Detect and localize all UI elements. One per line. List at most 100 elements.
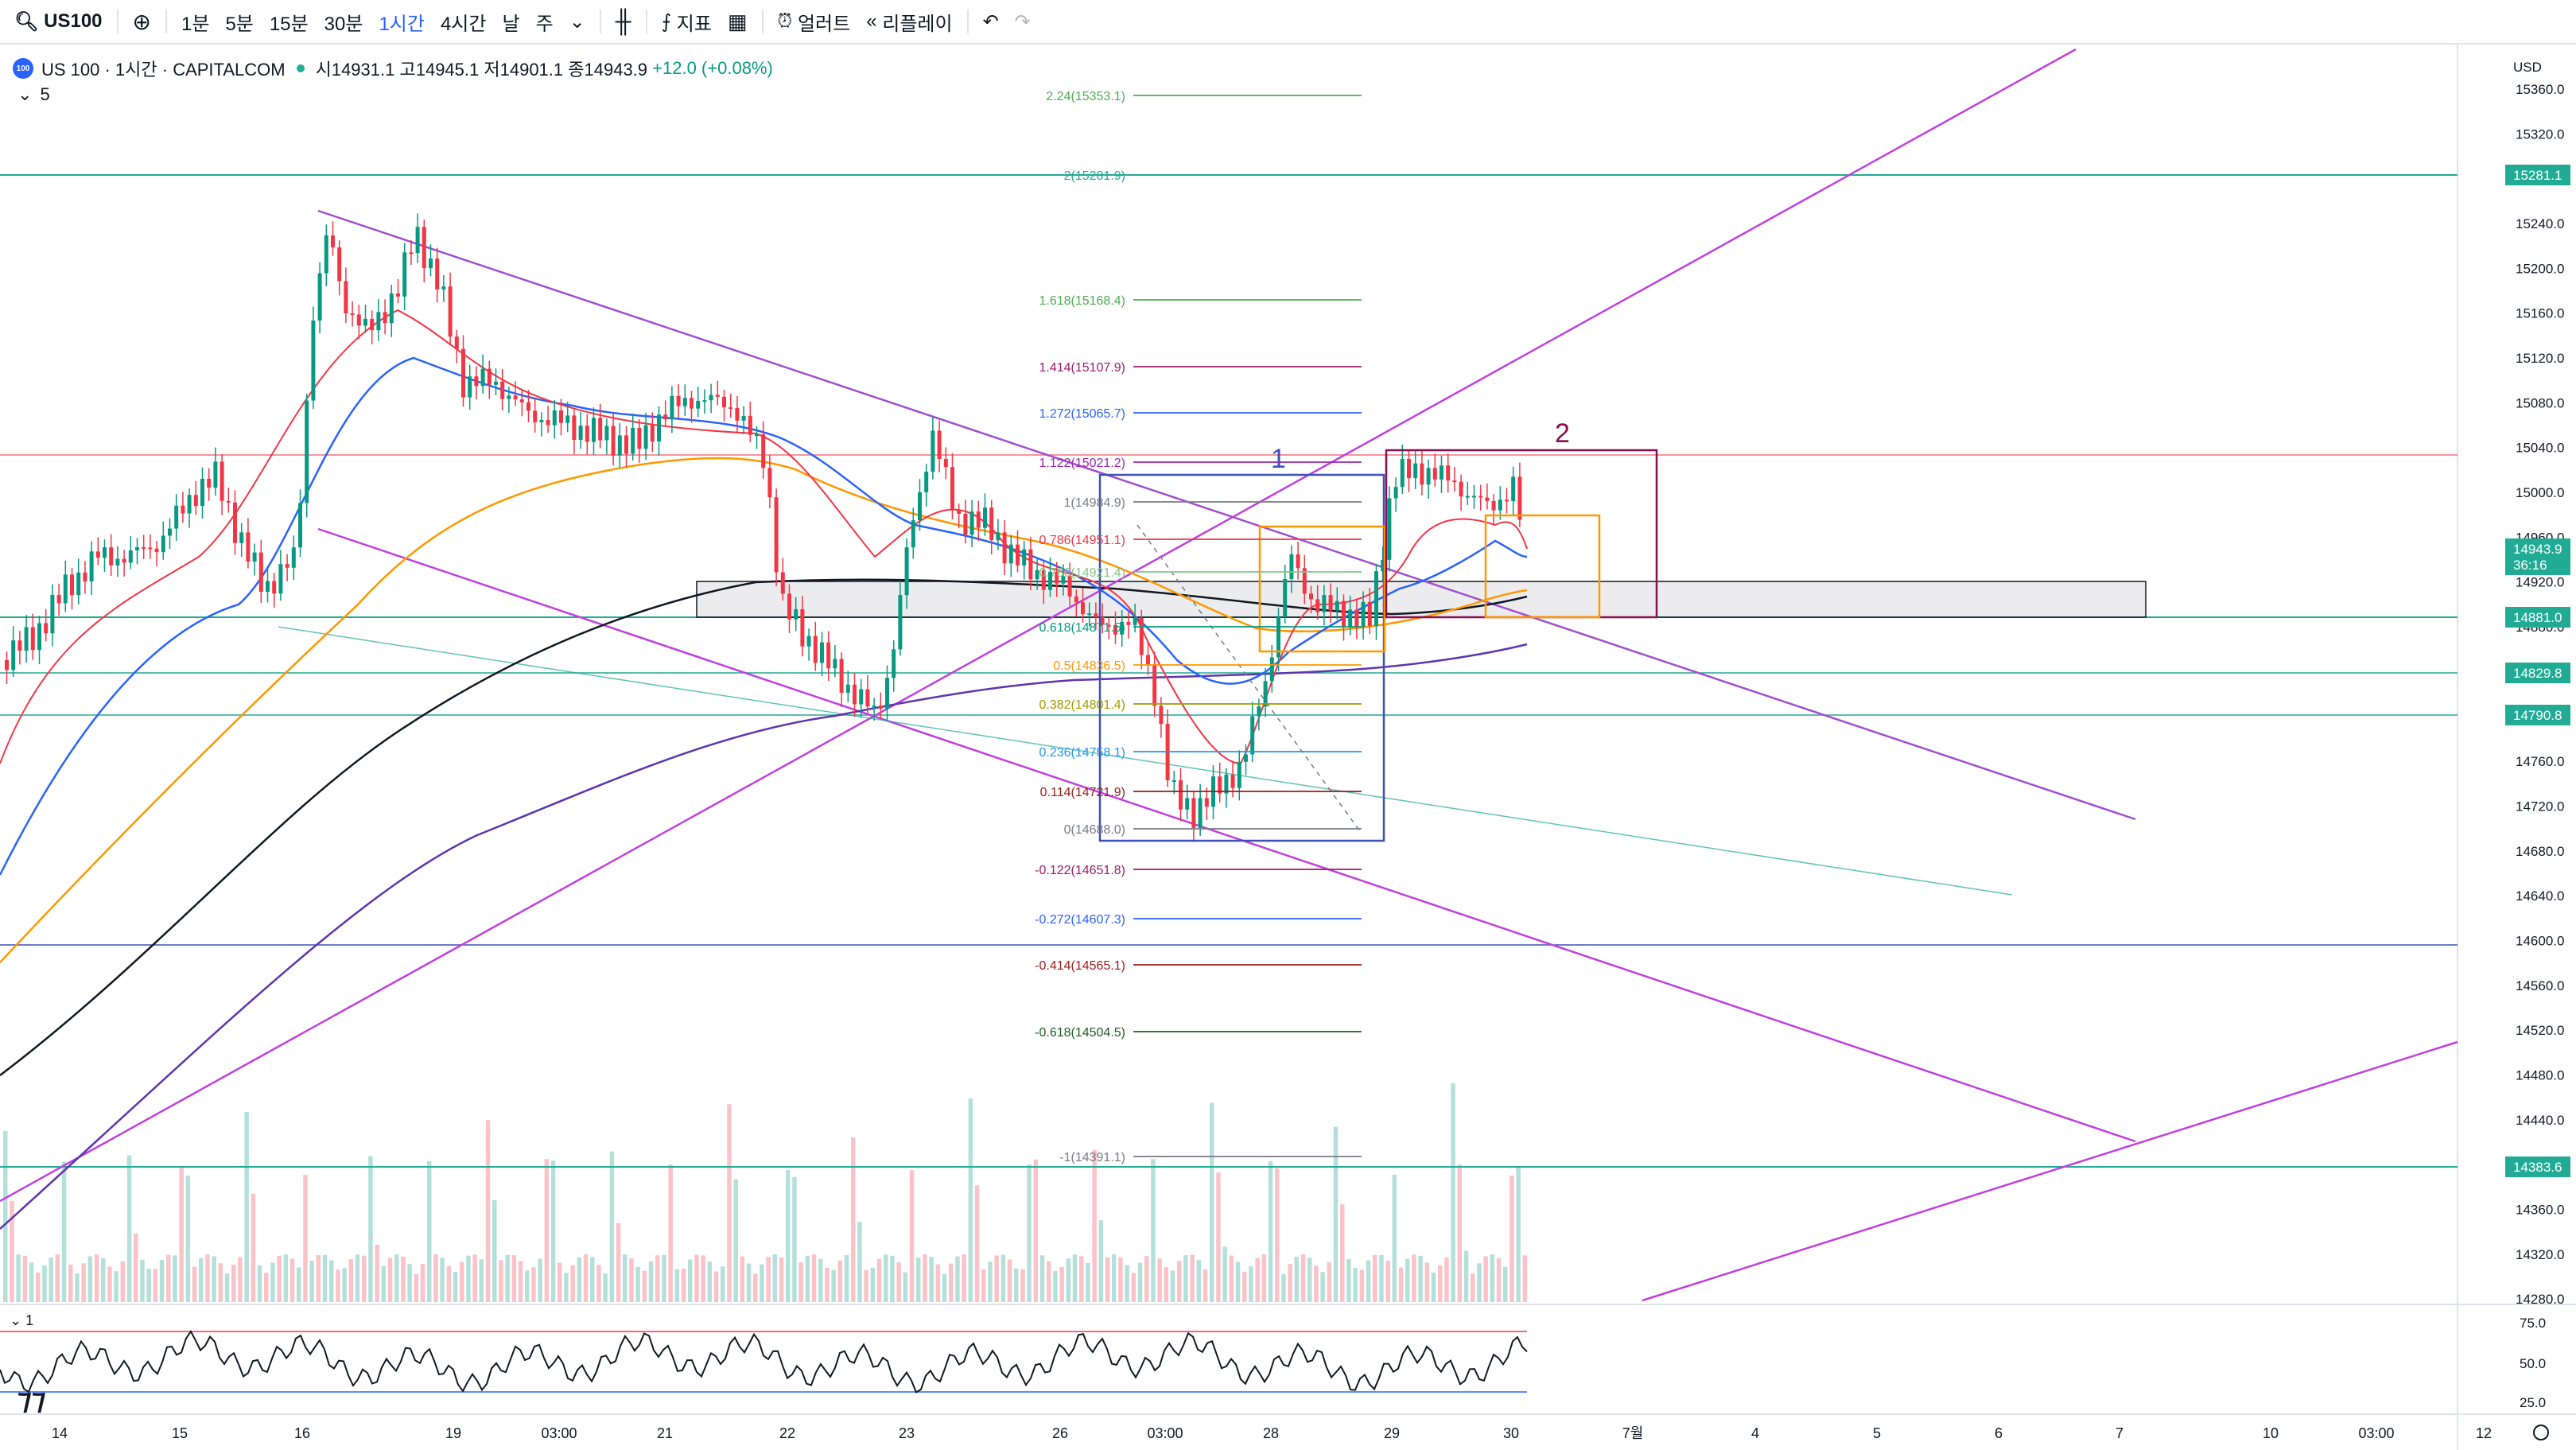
volume-bar (753, 1273, 758, 1302)
volume-bar (1385, 1261, 1390, 1302)
redo-button[interactable]: ↷ (1007, 0, 1039, 43)
volume-bar (316, 1255, 321, 1302)
candle-body (83, 572, 87, 582)
candle-body (181, 505, 185, 514)
volume-bar (499, 1260, 503, 1302)
trendline-up-main[interactable] (0, 48, 2077, 1203)
volume-bar (518, 1261, 523, 1302)
candle-body (207, 478, 212, 488)
compare-button[interactable]: ⊕ (125, 0, 159, 43)
candle-body (1302, 568, 1307, 594)
interval-1m[interactable]: 1분 (181, 13, 210, 35)
interval-15m[interactable]: 15분 (269, 13, 309, 35)
volume-bar (903, 1272, 908, 1302)
templates-button[interactable]: ▦ (720, 0, 756, 43)
interval-day[interactable]: 날 (502, 13, 520, 35)
interval-week[interactable]: 주 (535, 13, 554, 35)
candle-body (885, 678, 889, 709)
candle-body (174, 505, 179, 529)
orange-box-1[interactable] (1258, 525, 1386, 653)
volume-bar (1307, 1258, 1312, 1302)
candle-body (1289, 554, 1294, 580)
volume-bar (1125, 1265, 1129, 1302)
fib-extension[interactable]: 2.24(15353.1) 2(15281.9) 1.618(15168.4) 1.4… (1035, 90, 1362, 1164)
candle-body (1511, 476, 1516, 502)
interval-4h[interactable]: 4시간 (440, 13, 487, 35)
candle-body (657, 414, 661, 442)
rsi-legend[interactable]: ⌄ 1 (10, 1312, 33, 1329)
price-chart[interactable]: 1 2 2.24(15353.1) 2(15281.9) 1.618(15168.4… (0, 45, 2576, 1450)
candle-body (350, 313, 355, 315)
candle-body (1361, 601, 1366, 627)
candle-body (1191, 798, 1196, 828)
time-axis[interactable]: 14 15 16 19 03:00 21 22 23 26 03:00 28 29 30 7월 4 5 6 7 10… (52, 1425, 2492, 1441)
orange-box-2[interactable] (1484, 514, 1601, 619)
fib-box-1[interactable] (1098, 473, 1385, 842)
volume-bar (1314, 1265, 1319, 1302)
candle-body (1230, 774, 1235, 788)
volume-bar (1039, 1255, 1045, 1302)
volume-bar (75, 1273, 80, 1302)
volume-bar (1020, 1269, 1025, 1302)
candle-body (519, 399, 524, 402)
candle-body (272, 581, 277, 594)
trendline-up-lower[interactable] (1642, 1040, 2458, 1302)
candle-body (344, 281, 348, 313)
symbol-search[interactable]: 🔍︎ US100 (0, 0, 111, 43)
fib-level-label: 1.272(15065.7) (1039, 407, 1125, 421)
interval-5m[interactable]: 5분 (225, 13, 254, 35)
undo-button[interactable]: ↶ (975, 0, 1007, 43)
interval-30m[interactable]: 30분 (324, 13, 363, 35)
volume-bar (825, 1267, 830, 1302)
volume-bar (857, 1222, 862, 1302)
volume-bar (558, 1262, 562, 1302)
settings-icon[interactable] (2533, 1425, 2549, 1440)
candle-body (1465, 496, 1470, 498)
candle-body (643, 425, 648, 449)
candle-body (1472, 496, 1476, 498)
chart-type-button[interactable]: ╫ (608, 0, 639, 43)
candle-body (898, 595, 903, 650)
volume-bar (1249, 1265, 1253, 1302)
candle-body (56, 594, 61, 604)
redo-icon: ↷ (1014, 10, 1031, 33)
legend-title[interactable]: US 100 · 1시간 · CAPITALCOM (41, 60, 286, 80)
time-tick: 4 (1751, 1425, 1759, 1441)
legend-open: 시14931.1 (315, 60, 395, 80)
candle-body (598, 418, 603, 441)
alert-button[interactable]: ⏰︎ 얼러트 (770, 0, 859, 43)
indicators-button[interactable]: ⨍ 지표 (654, 0, 720, 43)
interval-1h[interactable]: 1시간 (379, 13, 425, 35)
volume-bar (721, 1266, 725, 1302)
volume-bar (1373, 1254, 1377, 1302)
volume-bar (896, 1262, 901, 1302)
trendline-down-lower[interactable] (317, 527, 2136, 1143)
volume-bar (727, 1104, 732, 1302)
replay-button[interactable]: « 리플레이 (858, 0, 960, 43)
time-tick: 6 (1995, 1425, 2003, 1441)
volume-bar (688, 1259, 693, 1302)
volume-bar (218, 1263, 223, 1302)
divider (645, 10, 647, 33)
indicator-collapse[interactable]: ⌄ 5 (17, 84, 50, 105)
interval-dropdown[interactable]: ⌄ (561, 0, 593, 43)
candle-body (474, 376, 479, 387)
candle-body (1354, 609, 1359, 627)
candle-body (1159, 706, 1164, 725)
volume-bar (205, 1254, 210, 1302)
price-axis[interactable]: 15360.015320.015280.015240.015200.015160… (2505, 82, 2570, 1410)
volume-bar (884, 1254, 888, 1302)
volume-bar (994, 1255, 999, 1302)
trendline-down-upper[interactable] (317, 209, 2136, 821)
candle-body (154, 548, 159, 553)
candle-body (670, 395, 674, 420)
volume-bar (126, 1155, 132, 1302)
volume-bar (511, 1255, 517, 1302)
trendline-teal[interactable] (278, 626, 2013, 896)
volume-bar (36, 1272, 41, 1302)
candle-body (1244, 754, 1248, 762)
price-tick: 14520.0 (2516, 1023, 2564, 1038)
candle-body (1269, 657, 1274, 682)
candle-body (1041, 570, 1046, 590)
ma-purple (0, 643, 1528, 1230)
